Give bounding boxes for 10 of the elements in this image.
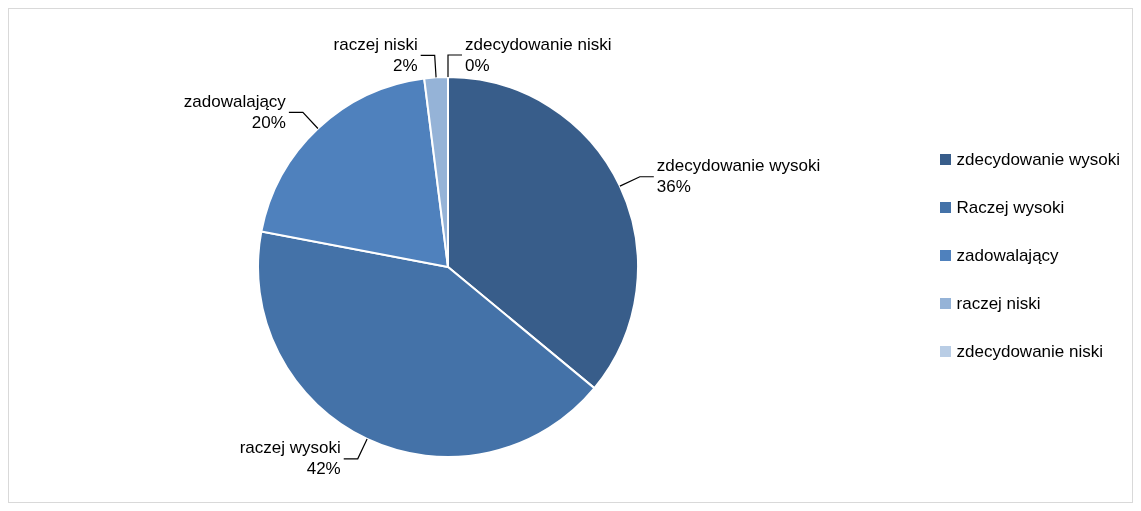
data-label: raczej niski 2% — [333, 34, 418, 75]
legend-label: raczej niski — [956, 293, 1041, 314]
legend-label: zadowalający — [956, 245, 1059, 266]
data-label: zdecydowanie wysoki 36% — [656, 156, 821, 197]
data-label: raczej wysoki 42% — [239, 438, 341, 479]
legend-label: Raczej wysoki — [956, 197, 1065, 218]
legend-label: zdecydowanie niski — [956, 341, 1103, 362]
legend-label: zdecydowanie wysoki — [956, 149, 1120, 170]
text: zdecydowanie niski 0% — [465, 34, 612, 75]
data-label: zadowalający 20% — [183, 91, 287, 132]
